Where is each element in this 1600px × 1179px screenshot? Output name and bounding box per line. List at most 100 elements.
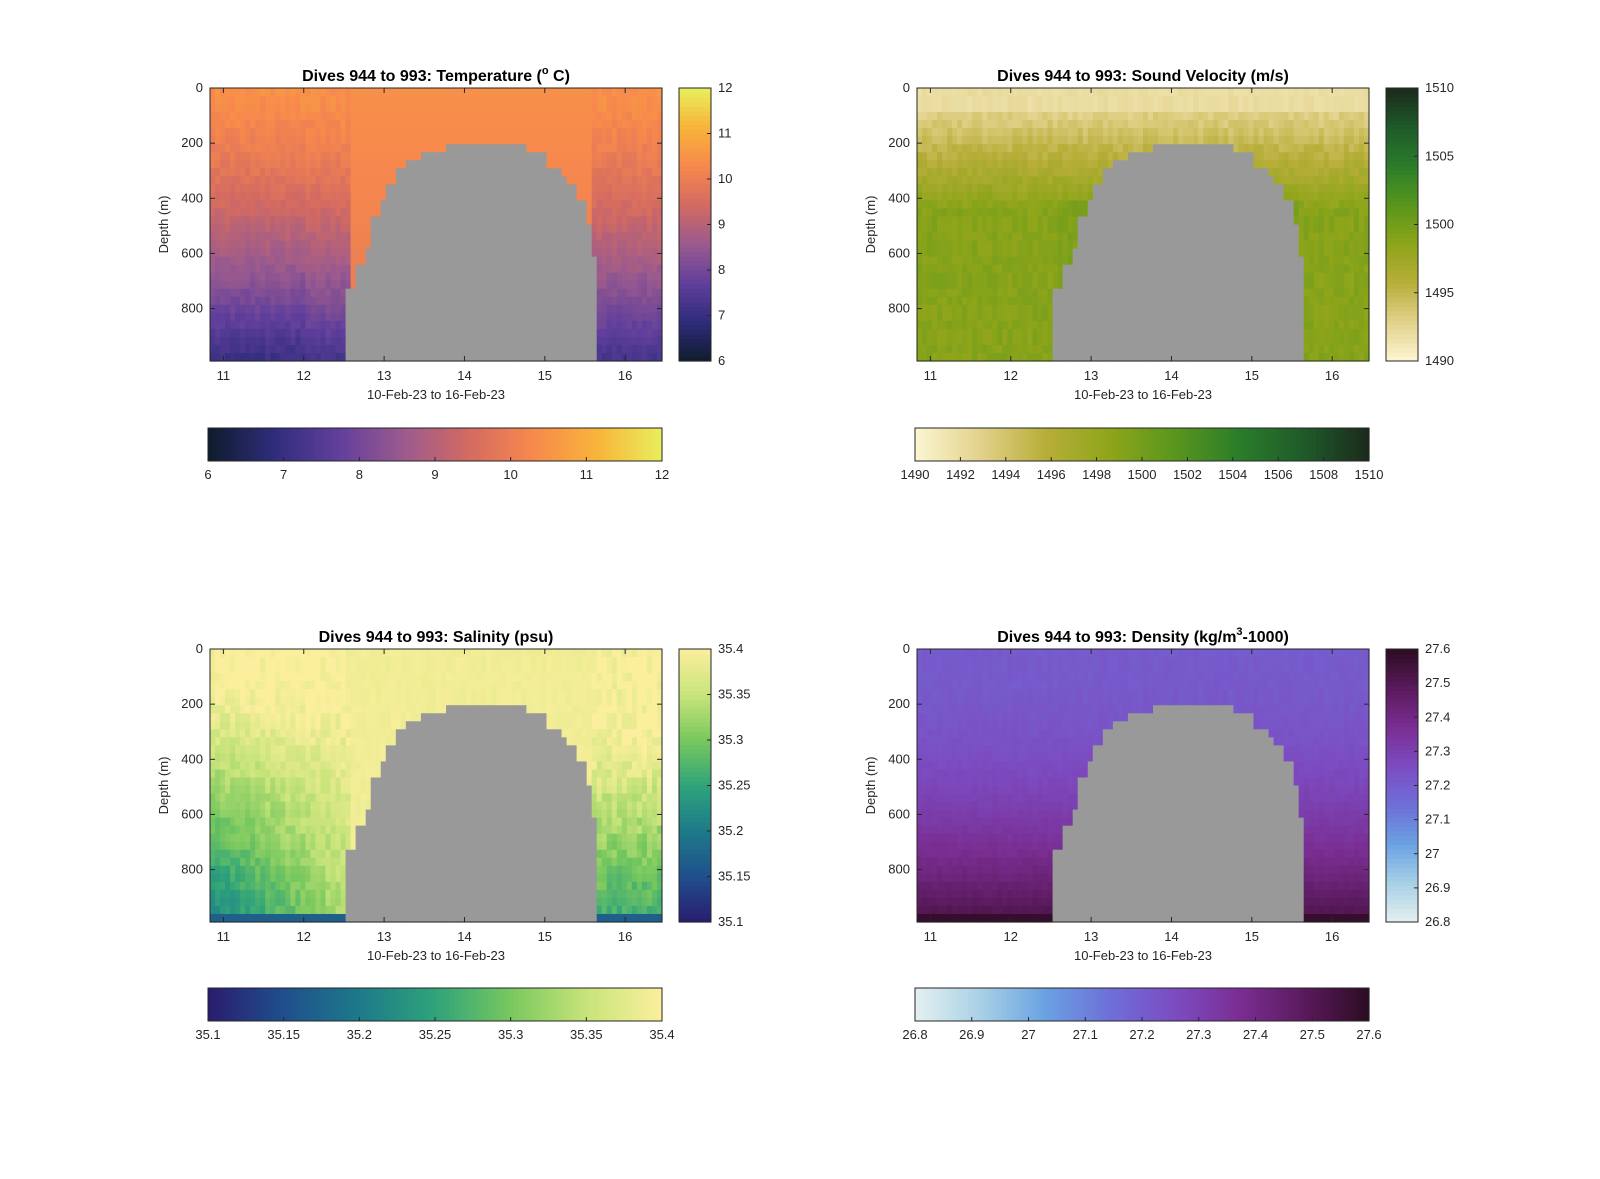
heatmap-cell (461, 232, 467, 242)
heatmap-cell (571, 264, 578, 274)
heatmap-cell (1112, 336, 1119, 346)
heatmap-cell (917, 104, 923, 113)
heatmap-cell (340, 112, 347, 121)
heatmap-cell (636, 296, 643, 306)
heatmap-cell (516, 320, 522, 330)
heatmap-cell (365, 320, 372, 330)
heatmap-cell (390, 304, 397, 314)
heatmap-cell (270, 104, 276, 113)
heatmap-cell (250, 352, 256, 362)
heatmap-cell (1137, 280, 1144, 290)
heatmap-cell (942, 152, 948, 161)
heatmap-cell (957, 320, 963, 330)
heatmap-cell (977, 256, 983, 266)
heatmap-cell (546, 320, 553, 330)
heatmap-cell (621, 128, 628, 137)
heatmap-cell (380, 264, 387, 274)
heatmap-cell (1097, 128, 1104, 137)
heatmap-cell (1097, 104, 1104, 113)
heatmap-cell (997, 280, 1003, 290)
heatmap-cell (576, 320, 583, 330)
heatmap-cell (571, 336, 578, 346)
heatmap-cell (606, 240, 613, 250)
heatmap-cell (290, 352, 296, 362)
heatmap-cell (380, 96, 387, 105)
heatmap-cell (962, 288, 968, 298)
heatmap-cell (1012, 296, 1019, 306)
heatmap-cell (350, 232, 357, 242)
heatmap-cell (1132, 160, 1139, 169)
heatmap-cell (952, 344, 958, 354)
heatmap-cell (1082, 208, 1089, 218)
colorbar-swatch (679, 142, 711, 148)
heatmap-cell (225, 192, 231, 202)
heatmap-cell (360, 232, 367, 242)
heatmap-cell (917, 200, 923, 210)
heatmap-cell (581, 144, 588, 153)
heatmap-cell (1087, 176, 1094, 185)
heatmap-cell (546, 240, 553, 250)
heatmap-cell (947, 144, 953, 153)
heatmap-cell (1022, 320, 1029, 330)
heatmap-cell (947, 104, 953, 113)
heatmap-cell (927, 240, 933, 250)
heatmap-cell (1148, 112, 1154, 121)
heatmap-cell (536, 280, 543, 290)
heatmap-cell (546, 280, 553, 290)
heatmap-cell (456, 344, 462, 354)
heatmap-cell (1122, 296, 1129, 306)
heatmap-cell (997, 344, 1003, 354)
heatmap-cell (977, 336, 983, 346)
heatmap-cell (215, 168, 221, 177)
heatmap-cell (320, 88, 327, 97)
heatmap-cell (310, 304, 317, 314)
heatmap-cell (1062, 320, 1069, 330)
heatmap-cell (230, 264, 236, 274)
heatmap-cell (375, 280, 382, 290)
heatmap-cell (1122, 192, 1129, 202)
heatmap-cell (1102, 120, 1109, 129)
heatmap-cell (972, 352, 978, 362)
heatmap-cell (631, 256, 638, 266)
heatmap-cell (1027, 336, 1034, 346)
heatmap-cell (1117, 216, 1124, 226)
heatmap-cell (491, 104, 497, 113)
heatmap-cell (230, 344, 236, 354)
heatmap-cell (1107, 280, 1114, 290)
heatmap-cell (1087, 312, 1094, 322)
heatmap-cell (235, 160, 241, 169)
heatmap-cell (255, 192, 261, 202)
heatmap-cell (942, 320, 948, 330)
heatmap-cell (601, 112, 608, 121)
heatmap-cell (1027, 224, 1034, 234)
heatmap-cell (230, 144, 236, 153)
heatmap-cell (235, 112, 241, 121)
heatmap-cell (375, 312, 382, 322)
heatmap-cell (656, 256, 663, 266)
heatmap-cell (345, 136, 352, 145)
colorbar-swatch (257, 428, 262, 461)
heatmap-cell (922, 112, 928, 121)
heatmap-cell (1082, 168, 1089, 177)
heatmap-cell (1062, 184, 1069, 193)
heatmap-cell (526, 168, 533, 177)
heatmap-cell (446, 280, 452, 290)
heatmap-cell (486, 296, 492, 306)
colorbar-swatch (442, 428, 447, 461)
heatmap-cell (1137, 184, 1144, 193)
heatmap-cell (215, 88, 221, 97)
heatmap-cell (320, 216, 327, 226)
heatmap-cell (937, 280, 943, 290)
heatmap-cell (245, 176, 251, 185)
heatmap-cell (345, 264, 352, 274)
heatmap-cell (240, 240, 246, 250)
heatmap-cell (626, 344, 633, 354)
heatmap-cell (1117, 120, 1124, 129)
heatmap-cell (340, 208, 347, 218)
colorbar-swatch (679, 169, 711, 176)
heatmap-cell (270, 184, 276, 193)
heatmap-cell (927, 208, 933, 218)
heatmap-cell (360, 272, 367, 282)
heatmap-cell (400, 248, 407, 258)
colorbar-swatch (601, 428, 606, 461)
